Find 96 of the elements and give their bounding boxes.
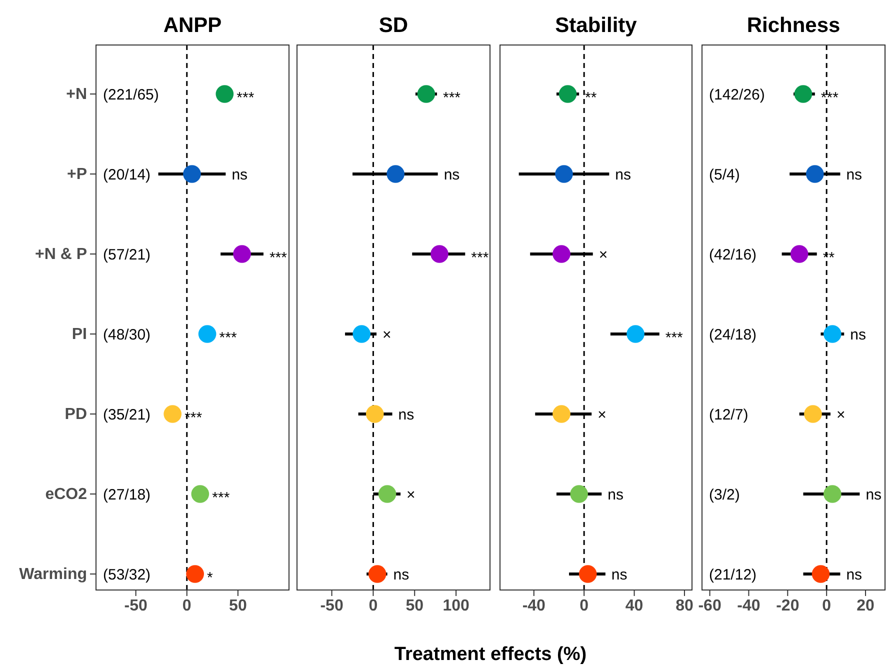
y-tick-label: PD [64,406,87,424]
point [386,165,404,183]
data-label: ns [393,566,410,584]
x-tick-label: 0 [822,597,832,614]
y-tick-label: +N & P [34,246,88,264]
point [366,405,384,423]
point [804,405,822,423]
annotation: (42/16) [709,246,757,264]
point [378,485,396,503]
annotation: (20/14) [103,166,151,184]
annotation: (57/21) [103,246,151,264]
data-label: *** [665,329,684,346]
x-tick-label: 0 [580,597,589,614]
point [558,85,577,103]
data-label: × [836,406,846,424]
y-tick-label: PI [72,326,87,344]
data-label: ns [398,406,414,424]
point [626,325,644,343]
annotation: (24/18) [709,326,757,344]
chart-title: ANPP [163,14,222,37]
point [233,245,251,263]
y-tick-label: +P [66,166,88,184]
point [368,565,386,583]
data-label: *** [219,329,237,346]
x-tick-label: 0 [182,597,192,614]
point [790,245,808,263]
data-label: ns [850,326,866,344]
x-tick-label: 20 [856,597,875,614]
point [430,245,448,263]
chart-title: Richness [746,14,840,37]
x-tick-label: 0 [368,597,378,614]
point [824,485,842,503]
data-label: ns [444,166,460,184]
x-tick-label: -40 [522,597,546,614]
point [198,325,216,343]
point [812,565,830,583]
x-tick-label: 50 [229,597,247,614]
x-tick-label: 100 [442,597,470,614]
x-tick-label: 50 [406,597,424,614]
data-label: × [598,246,608,264]
point [552,245,570,263]
x-tick-label: -60 [698,597,722,614]
chart-title: Stability [555,14,638,37]
annotation: (221/65) [103,86,159,104]
data-label: × [598,406,606,424]
x-tick-label: 40 [625,597,644,614]
point [183,165,201,183]
annotation: (5/4) [709,166,740,184]
point [552,405,570,423]
point [191,485,210,503]
data-label: ns [846,166,862,184]
point [824,325,842,343]
point [186,565,204,583]
point [555,165,573,183]
y-tick-label: eCO2 [45,486,88,504]
data-label: ** [585,89,597,106]
data-label: ns [611,566,628,584]
annotation: (35/21) [103,406,151,424]
x-tick-label: 80 [676,597,694,614]
data-label: *** [471,249,489,266]
x-tick-label: -50 [124,597,148,614]
annotation: (3/2) [709,486,740,504]
y-tick-label: +N [66,86,87,104]
data-label: *** [820,89,839,106]
x-axis-title: Treatment effects (%) [394,644,587,665]
chart-title: SD [378,14,408,37]
point [570,485,588,503]
data-label: ns [846,566,862,584]
annotation: (53/32) [103,566,151,584]
data-label: *** [269,249,288,266]
data-label: *** [236,89,254,106]
data-label: ns [615,166,632,184]
data-label: ns [232,166,248,184]
data-label: ns [866,486,882,504]
data-label: ns [608,486,624,504]
point [417,85,436,103]
annotation: (21/12) [709,566,757,584]
x-tick-label: -20 [776,597,800,614]
annotation: (142/26) [709,86,765,104]
x-tick-label: -40 [737,597,760,614]
point [806,165,824,183]
annotation: (48/30) [103,326,151,344]
data-label: *** [442,89,461,106]
annotation: (27/18) [103,486,151,504]
data-label: × [406,486,416,504]
point [216,85,234,103]
data-label: * [207,569,214,586]
point [352,325,371,343]
point [578,565,597,583]
point [164,405,182,423]
annotation: (12/7) [709,406,748,424]
point [794,85,812,103]
x-tick-label: -50 [320,597,344,614]
y-tick-label: Warming [19,566,87,584]
data-label: × [382,326,392,344]
data-label: *** [212,489,230,506]
